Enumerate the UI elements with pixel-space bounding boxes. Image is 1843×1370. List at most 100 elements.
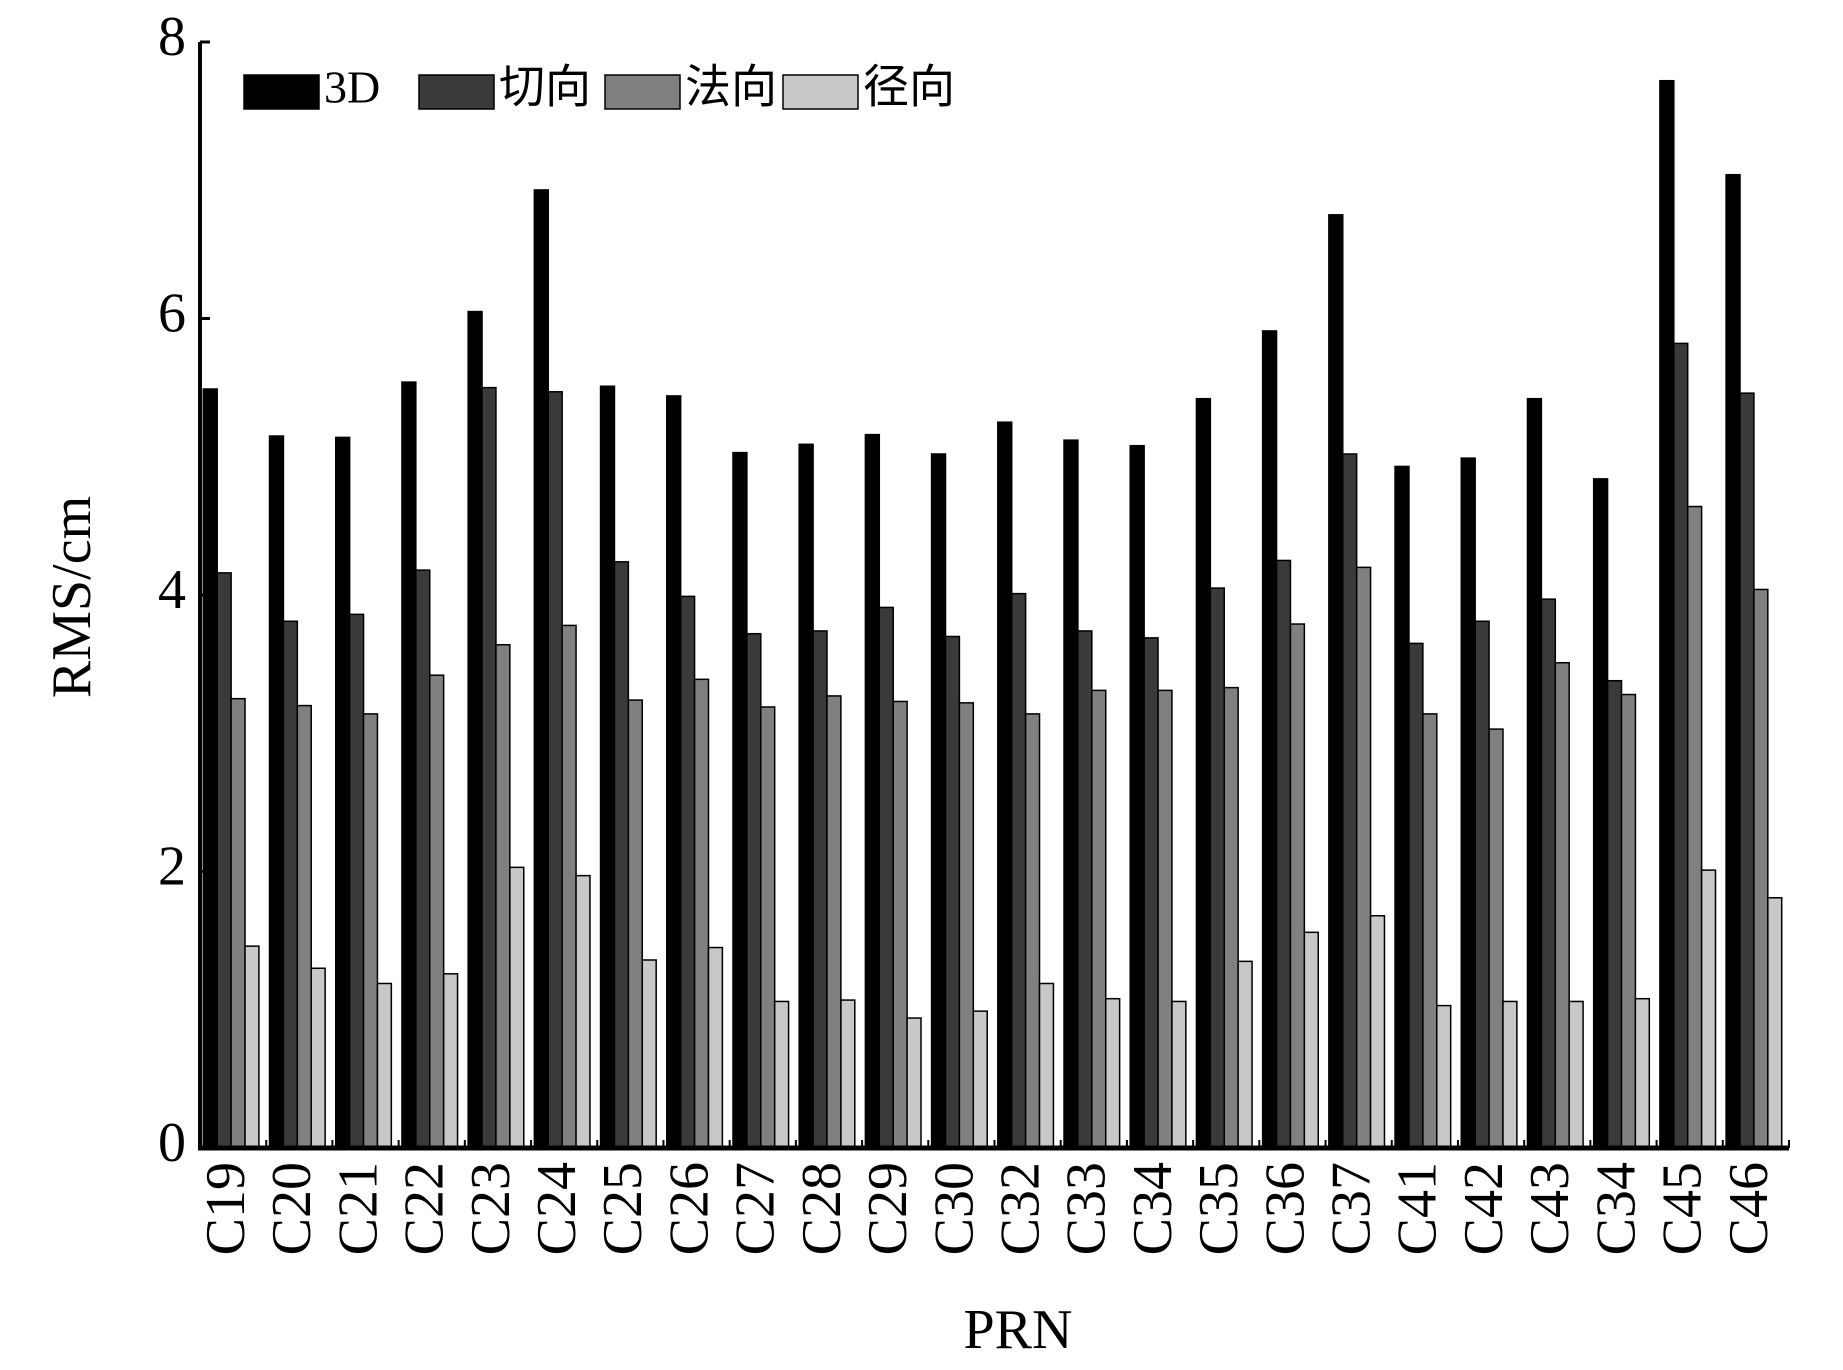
- bar: [1303, 931, 1320, 1149]
- y-tick-label: 8: [158, 6, 186, 68]
- bar: [930, 453, 947, 1149]
- bar: [401, 381, 417, 1149]
- bar: [1129, 444, 1145, 1149]
- bar: [1753, 588, 1769, 1149]
- bar: [1592, 478, 1609, 1149]
- bar: [1223, 686, 1239, 1149]
- bar: [1104, 997, 1121, 1149]
- legend-swatch: [243, 74, 320, 110]
- bar: [1659, 79, 1675, 1149]
- x-tick-label: C41: [1387, 1162, 1449, 1255]
- bar: [1568, 1000, 1584, 1149]
- bar: [627, 699, 644, 1149]
- bar: [1091, 689, 1107, 1149]
- bar: [666, 395, 682, 1149]
- bar: [679, 595, 696, 1149]
- y-tick-label: 0: [158, 1112, 186, 1174]
- bar: [481, 386, 497, 1149]
- x-tick-label: C34: [1585, 1162, 1647, 1255]
- legend-label: 切向: [499, 62, 591, 113]
- bar: [1077, 630, 1093, 1149]
- x-tick-label: C45: [1652, 1162, 1714, 1255]
- x-tick-label: C24: [526, 1162, 588, 1255]
- x-tick-label: C22: [394, 1162, 456, 1255]
- x-tick-label: C26: [658, 1162, 720, 1255]
- x-axis-label: PRN: [964, 1299, 1073, 1361]
- bar: [1502, 1000, 1518, 1149]
- bar: [1634, 997, 1651, 1149]
- bar: [1342, 453, 1358, 1149]
- x-tick-label: C32: [989, 1162, 1051, 1255]
- bar: [1474, 620, 1490, 1149]
- bar: [1767, 897, 1783, 1149]
- x-tick-label: C19: [195, 1162, 257, 1255]
- bar: [826, 695, 842, 1149]
- bar: [1275, 559, 1292, 1149]
- bar: [282, 620, 299, 1149]
- bar: [1369, 914, 1386, 1149]
- bar: [533, 189, 550, 1149]
- bar: [707, 946, 724, 1149]
- bar: [1063, 439, 1079, 1149]
- bar: [1195, 397, 1212, 1149]
- x-tick-label: C43: [1519, 1162, 1581, 1255]
- bar: [1460, 457, 1476, 1149]
- y-tick-label: 6: [158, 282, 186, 344]
- bar: [798, 443, 814, 1149]
- bar: [878, 606, 894, 1149]
- bar: [812, 630, 828, 1149]
- bar: [575, 874, 591, 1149]
- x-tick-label: C20: [261, 1162, 323, 1255]
- bar: [1606, 679, 1623, 1149]
- bar: [495, 644, 511, 1149]
- bar: [732, 451, 748, 1149]
- x-tick-label: C34: [1122, 1162, 1184, 1255]
- bar: [1488, 728, 1504, 1149]
- x-tick-label: C35: [1188, 1162, 1250, 1255]
- bar: [268, 435, 285, 1149]
- bar: [773, 1000, 790, 1149]
- bar: [1700, 869, 1717, 1149]
- bar: [244, 945, 260, 1149]
- bar: [362, 713, 379, 1149]
- bar: [1408, 642, 1424, 1149]
- x-tick-label: C28: [791, 1162, 853, 1255]
- bar: [972, 1010, 988, 1149]
- bar: [1739, 392, 1755, 1149]
- y-axis-label: RMS/cm: [41, 496, 103, 698]
- bar: [216, 572, 232, 1149]
- bar: [334, 436, 351, 1149]
- bar: [864, 433, 881, 1149]
- bar: [958, 702, 975, 1149]
- bar: [944, 635, 961, 1149]
- x-tick-label: C42: [1453, 1162, 1515, 1255]
- bar: [641, 959, 657, 1149]
- bar: [1237, 960, 1253, 1149]
- x-tick-label: C37: [1321, 1162, 1383, 1255]
- bar: [467, 310, 483, 1149]
- bar: [1328, 214, 1344, 1149]
- bar: [1038, 982, 1055, 1149]
- legend-swatch: [782, 74, 859, 110]
- bar: [1394, 465, 1410, 1149]
- bar: [599, 385, 616, 1149]
- bar: [1024, 713, 1041, 1149]
- bar: [1261, 330, 1278, 1149]
- bar: [348, 613, 365, 1149]
- x-tick-label: C33: [1056, 1162, 1118, 1255]
- bar: [442, 973, 459, 1149]
- bar: [693, 678, 710, 1149]
- legend-swatch: [604, 74, 681, 110]
- bar: [561, 624, 577, 1149]
- bar: [1526, 397, 1543, 1149]
- x-tick-label: C21: [327, 1162, 389, 1255]
- x-tick-label: C27: [725, 1162, 787, 1255]
- bar: [1157, 689, 1173, 1149]
- bar: [1010, 592, 1027, 1149]
- y-tick-label: 4: [158, 559, 186, 621]
- legend-swatch: [418, 74, 495, 110]
- bar: [230, 697, 246, 1149]
- bar: [1143, 637, 1159, 1149]
- bar: [509, 866, 525, 1149]
- y-tick-label: 2: [158, 835, 186, 897]
